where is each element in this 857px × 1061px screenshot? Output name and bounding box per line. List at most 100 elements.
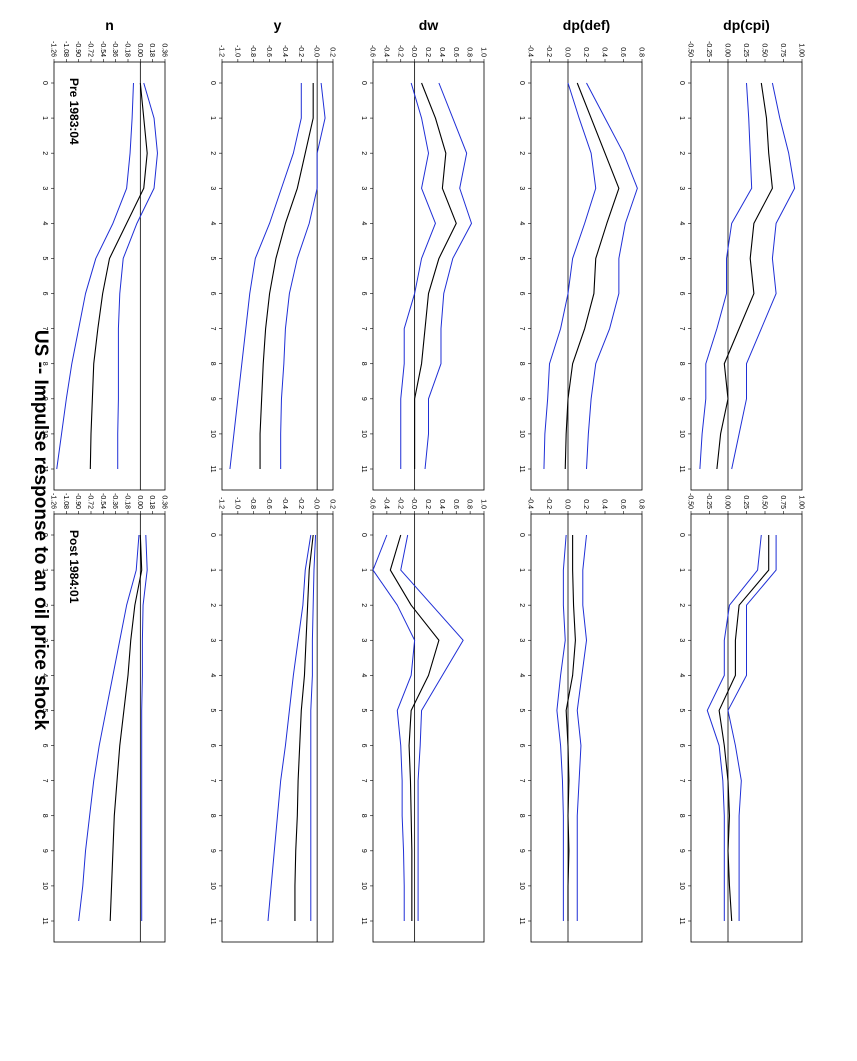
point-estimate-line — [109, 534, 143, 922]
x-tick-label: 2 — [678, 603, 685, 607]
x-tick-label: 4 — [678, 221, 685, 225]
x-tick-label: 2 — [41, 603, 48, 607]
y-tick-label: -0.0 — [410, 497, 417, 509]
lower-band-line — [699, 82, 753, 470]
variable-label: n — [105, 17, 114, 33]
x-tick-label: 5 — [360, 709, 367, 713]
upper-band-line — [141, 534, 148, 921]
x-tick-label: 9 — [209, 397, 216, 401]
y-tick-label: -0.6 — [265, 497, 272, 509]
lower-band-line — [56, 82, 134, 470]
y-tick-label: 0.8 — [638, 47, 645, 57]
y-tick-label: 0.6 — [619, 499, 626, 509]
x-tick-label: 0 — [518, 533, 525, 537]
x-tick-label: 6 — [360, 292, 367, 296]
x-tick-label: 3 — [360, 186, 367, 190]
y-tick-label: -1.08 — [62, 493, 69, 509]
panel-pre-2: 0 1 2 3 4 5 6 7 8 9 10 11 0.8 0.6 0.4 0.2 0.0 -0.2 -0.4 dp(… — [518, 17, 645, 491]
panel-pre-3: 0 1 2 3 4 5 6 7 8 9 10 11 1.0 0.8 0.6 0.4 0.2 -0.0 -0.2 -0.… — [360, 17, 487, 491]
x-tick-label: 0 — [678, 81, 685, 85]
x-tick-label: 3 — [518, 186, 525, 190]
subtitle-post: Post 1984:01 — [67, 530, 81, 604]
x-tick-label: 11 — [678, 917, 685, 924]
x-tick-label: 2 — [518, 603, 525, 607]
x-tick-label: 1 — [678, 568, 685, 572]
y-tick-label: -0.50 — [687, 493, 694, 509]
x-tick-label: 0 — [360, 533, 367, 537]
y-tick-label: -0.90 — [74, 493, 81, 509]
y-tick-label: 0.2 — [424, 47, 431, 57]
x-tick-label: 1 — [518, 116, 525, 120]
lower-band-line — [267, 534, 312, 922]
panel-pre-1: 0 1 2 3 4 5 6 7 8 9 10 11 1.00 0.75 0.50 0.25 0.00 -0.25 -… — [678, 17, 805, 491]
y-tick-label: -0.72 — [87, 493, 94, 509]
x-tick-label: 10 — [678, 882, 685, 890]
x-tick-label: 10 — [360, 430, 367, 438]
x-tick-label: 6 — [41, 744, 48, 748]
x-tick-label: 2 — [360, 151, 367, 155]
x-tick-label: 1 — [678, 116, 685, 120]
y-tick-label: 0.00 — [136, 43, 143, 57]
x-tick-label: 4 — [209, 221, 216, 225]
y-tick-label: -0.25 — [705, 41, 712, 57]
upper-band-line — [576, 534, 587, 921]
x-tick-label: 11 — [209, 465, 216, 472]
x-tick-label: 3 — [360, 638, 367, 642]
y-tick-label: -0.18 — [124, 493, 131, 509]
x-tick-label: 4 — [209, 673, 216, 677]
y-tick-label: 0.8 — [466, 47, 473, 57]
x-tick-label: 2 — [209, 603, 216, 607]
x-tick-label: 8 — [518, 362, 525, 366]
lower-band-line — [229, 83, 302, 470]
upper-band-line — [310, 534, 317, 921]
y-tick-label: -0.2 — [396, 497, 403, 509]
x-tick-label: 9 — [360, 849, 367, 853]
y-tick-label: 0.18 — [148, 495, 155, 509]
plot-frame — [53, 513, 166, 943]
x-tick-label: 9 — [678, 397, 685, 401]
x-tick-label: 8 — [518, 814, 525, 818]
y-tick-label: -0.90 — [74, 41, 81, 57]
variable-label: dp(def) — [563, 17, 610, 33]
y-tick-label: -0.4 — [382, 497, 389, 509]
y-tick-label: -0.36 — [111, 41, 118, 57]
y-tick-label: -0.6 — [265, 45, 272, 57]
x-tick-label: 5 — [678, 257, 685, 261]
x-tick-label: 7 — [518, 779, 525, 783]
lower-band-line — [556, 534, 567, 921]
y-tick-label: -1.26 — [50, 41, 57, 57]
point-estimate-line — [89, 82, 148, 470]
x-tick-label: 9 — [518, 849, 525, 853]
x-tick-label: 6 — [518, 744, 525, 748]
x-tick-label: 7 — [360, 327, 367, 331]
x-tick-label: 10 — [518, 430, 525, 438]
y-tick-label: 0.6 — [452, 499, 459, 509]
y-tick-label: 0.2 — [582, 47, 589, 57]
x-tick-label: 10 — [41, 430, 48, 438]
y-tick-label: 1.0 — [480, 47, 487, 57]
y-tick-label: 0.4 — [601, 47, 608, 57]
x-tick-label: 4 — [360, 221, 367, 225]
x-tick-label: 11 — [678, 465, 685, 472]
x-tick-label: 7 — [678, 779, 685, 783]
x-tick-label: 5 — [360, 257, 367, 261]
x-tick-label: 4 — [360, 673, 367, 677]
x-tick-label: 6 — [360, 744, 367, 748]
y-tick-label: -0.2 — [297, 497, 304, 509]
x-tick-label: 6 — [678, 292, 685, 296]
plot-frame — [221, 513, 334, 943]
x-tick-label: 4 — [518, 673, 525, 677]
x-tick-label: 5 — [518, 257, 525, 261]
y-tick-label: 0.75 — [779, 495, 786, 509]
x-tick-label: 8 — [209, 814, 216, 818]
y-tick-label: -0.25 — [705, 493, 712, 509]
x-tick-label: 6 — [41, 292, 48, 296]
x-tick-label: 6 — [678, 744, 685, 748]
x-tick-label: 11 — [518, 917, 525, 924]
variable-label: dp(cpi) — [723, 17, 770, 33]
x-tick-label: 6 — [518, 292, 525, 296]
y-tick-label: -0.4 — [527, 45, 534, 57]
x-tick-label: 2 — [360, 603, 367, 607]
plot-frame — [690, 61, 803, 491]
